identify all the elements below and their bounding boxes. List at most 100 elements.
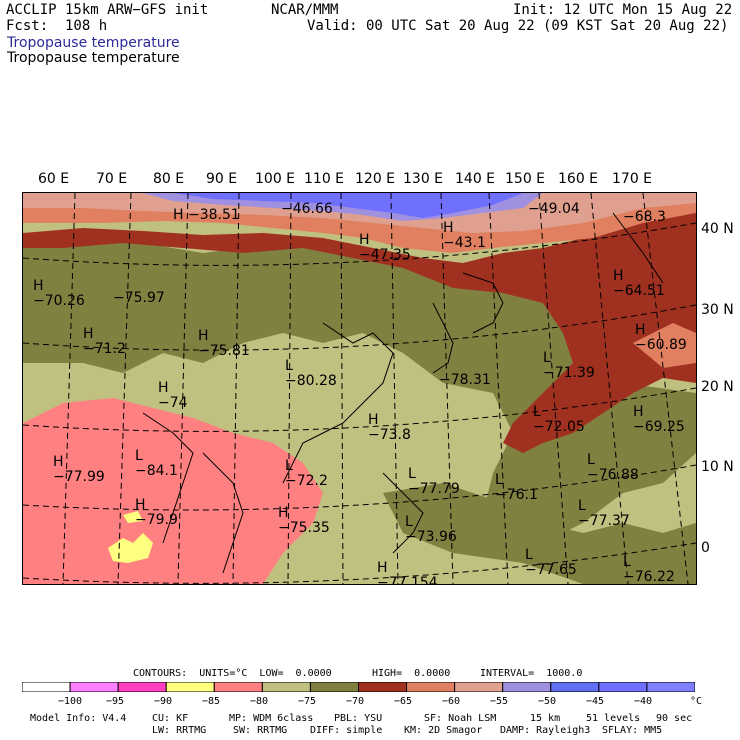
init-time: Init: 12 UTC Mon 15 Aug 22 (513, 2, 733, 18)
center-label: H −38.51 (173, 207, 240, 223)
footer-item: KM: 2D Smagor (404, 725, 483, 736)
center-label: L −73.96 (405, 514, 457, 545)
color-bar-tick: −70 (346, 696, 365, 707)
color-bar-bin (213, 682, 263, 692)
center-label: H −70.26 (33, 278, 85, 309)
center-label: L −80.28 (285, 358, 337, 389)
lat-label: 40 N (701, 221, 734, 237)
field-title-black: Tropopause temperature (7, 50, 180, 66)
color-bar-bin (69, 682, 119, 692)
center-label: H −75.35 (278, 505, 330, 536)
center-label: H −43.1 (443, 220, 486, 251)
footer-item: SFLAY: MM5 (602, 725, 663, 736)
color-bar-tick: −60 (442, 696, 461, 707)
footer-item: LW: RRTMG (152, 725, 207, 736)
center-label: H −47.35 (359, 232, 411, 263)
footer-item: CU: KF (152, 713, 189, 724)
center-label: H −73.8 (368, 412, 411, 443)
center-label: L −77.65 (525, 547, 577, 578)
lat-lon-grid (23, 193, 696, 584)
color-bar (22, 682, 695, 692)
lon-label: 170 E (612, 171, 653, 187)
footer-item: DAMP: Rayleigh3 (500, 725, 591, 736)
contour-info: CONTOURS: UNITS=°C LOW= 0.0000 (133, 668, 332, 679)
center-label: H −69.25 (633, 404, 685, 435)
footer-item: SF: Noah LSM (424, 713, 497, 724)
center-label: −78.31 (439, 372, 491, 388)
color-bar-tick: −100 (58, 696, 83, 707)
center-label: H −60.89 (635, 322, 687, 353)
center-label: H −77.99 (53, 454, 105, 485)
field-region-80 (23, 398, 323, 584)
color-bar-tick: −90 (154, 696, 173, 707)
contour-interval: INTERVAL= 1000.0 (480, 668, 583, 679)
forecast-hour: Fcst: 108 h (6, 18, 108, 34)
center-label: H −75.81 (198, 328, 250, 359)
center-label: H −74 (158, 380, 188, 411)
color-bar-tick: −40 (634, 696, 653, 707)
lon-label: 130 E (403, 171, 444, 187)
center-label: −75.97 (113, 290, 165, 306)
field-region-85 (123, 511, 143, 523)
field-region-70 (23, 233, 696, 553)
map-panel: H −38.51 −46.66 H −47.35 H −43.1 −49.04 −6… (22, 192, 697, 585)
footer-item: 15 km (530, 713, 561, 724)
lon-label: 120 E (355, 171, 396, 187)
lon-label: 110 E (304, 171, 345, 187)
color-bar-bin (22, 682, 71, 692)
center-label: −68.3 (623, 209, 666, 225)
center-label: L −71.39 (543, 350, 595, 381)
color-bar-tick: −95 (106, 696, 125, 707)
field-region-70-south (383, 483, 696, 584)
footer-item: 51 levels (586, 713, 641, 724)
color-bar-tick: −75 (298, 696, 317, 707)
color-bar-bin (598, 682, 648, 692)
lat-label: 20 N (701, 379, 734, 395)
model-title: ACCLIP 15km ARW−GFS init (6, 2, 209, 18)
color-bar-bin (261, 682, 311, 692)
lon-label: 70 E (96, 171, 128, 187)
color-bar-bin (454, 682, 504, 692)
center-label: L −77.37 (578, 498, 630, 529)
center-label: L −72.05 (533, 404, 585, 435)
center-label: −46.66 (281, 201, 333, 217)
center-label: H −71.2 (83, 326, 126, 357)
center-label: H −64.51 (613, 268, 665, 299)
color-bar-bin (646, 682, 695, 692)
coastline (282, 322, 394, 484)
org-label: NCAR/MMM (271, 2, 339, 18)
contour-high: HIGH= 0.0000 (372, 668, 451, 679)
color-bar-tick: −85 (202, 696, 221, 707)
color-bar-bin (309, 682, 359, 692)
lon-label: 140 E (455, 171, 496, 187)
field-region-65 (23, 208, 696, 453)
lat-label: 30 N (701, 302, 734, 318)
center-label: L −76.88 (587, 452, 639, 483)
center-label: L −72.2 (285, 458, 328, 489)
field-region-60-east (633, 323, 696, 368)
field-region-45 (173, 193, 523, 218)
lon-label: 150 E (505, 171, 546, 187)
footer-item: PBL: YSU (334, 713, 383, 724)
tropopause-temperature-map (23, 193, 696, 584)
color-bar-tick: −80 (250, 696, 269, 707)
valid-time: Valid: 00 UTC Sat 20 Aug 22 (09 KST Sat … (307, 18, 729, 34)
center-label: L −76.22 (623, 554, 675, 585)
footer-item: MP: WDM 6class (229, 713, 314, 724)
coastline (432, 302, 454, 374)
center-label: −49.04 (528, 201, 580, 217)
footer-item: 90 sec (656, 713, 693, 724)
lon-label: 80 E (153, 171, 185, 187)
coastline (142, 412, 194, 544)
color-bar-bin (358, 682, 408, 692)
coastline (202, 452, 244, 574)
center-label: L −76.1 (495, 472, 538, 503)
color-bar-unit: °C (690, 696, 703, 707)
center-label: H −79.9 (135, 497, 178, 528)
center-label: L −84.1 (135, 448, 178, 479)
color-bar-tick: −45 (586, 696, 605, 707)
color-bar-bin (117, 682, 167, 692)
footer-item: DIFF: simple (310, 725, 383, 736)
footer-item: Model Info: V4.4 (30, 713, 127, 724)
color-bar-bin (550, 682, 600, 692)
